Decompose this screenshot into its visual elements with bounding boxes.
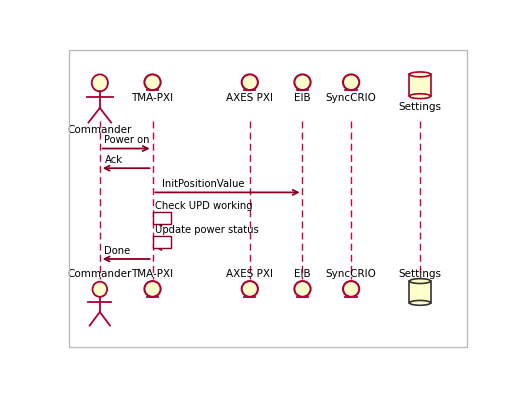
Ellipse shape (144, 281, 161, 297)
Text: Commander: Commander (67, 269, 132, 279)
Text: EIB: EIB (294, 269, 311, 279)
Bar (410, 281, 430, 303)
Ellipse shape (92, 74, 108, 91)
Ellipse shape (410, 72, 430, 77)
Text: TMA-PXI: TMA-PXI (131, 93, 174, 103)
Ellipse shape (343, 281, 359, 297)
Text: Check UPD working: Check UPD working (154, 200, 252, 211)
Text: AXES PXI: AXES PXI (226, 269, 274, 279)
Ellipse shape (343, 74, 359, 90)
Text: SyncCRIO: SyncCRIO (326, 269, 377, 279)
Text: EIB: EIB (294, 93, 311, 103)
Ellipse shape (294, 281, 311, 297)
Ellipse shape (242, 281, 258, 297)
Text: Done: Done (105, 246, 131, 256)
Text: Settings: Settings (399, 102, 441, 112)
Text: Ack: Ack (105, 155, 122, 165)
Text: AXES PXI: AXES PXI (226, 93, 274, 103)
Ellipse shape (410, 300, 430, 305)
Ellipse shape (242, 74, 258, 90)
Text: TMA-PXI: TMA-PXI (131, 269, 174, 279)
Text: SyncCRIO: SyncCRIO (326, 93, 377, 103)
Bar (153, 236, 170, 248)
Text: Power on: Power on (105, 135, 150, 145)
Text: Commander: Commander (67, 125, 132, 135)
Ellipse shape (93, 282, 107, 297)
Bar (153, 212, 170, 224)
Bar (410, 74, 430, 96)
Ellipse shape (410, 279, 430, 283)
Ellipse shape (144, 74, 161, 90)
Ellipse shape (294, 74, 311, 90)
Ellipse shape (410, 94, 430, 99)
Text: Update power status: Update power status (154, 225, 258, 235)
Text: Settings: Settings (399, 269, 441, 279)
Text: InitPositionValue: InitPositionValue (162, 179, 245, 189)
